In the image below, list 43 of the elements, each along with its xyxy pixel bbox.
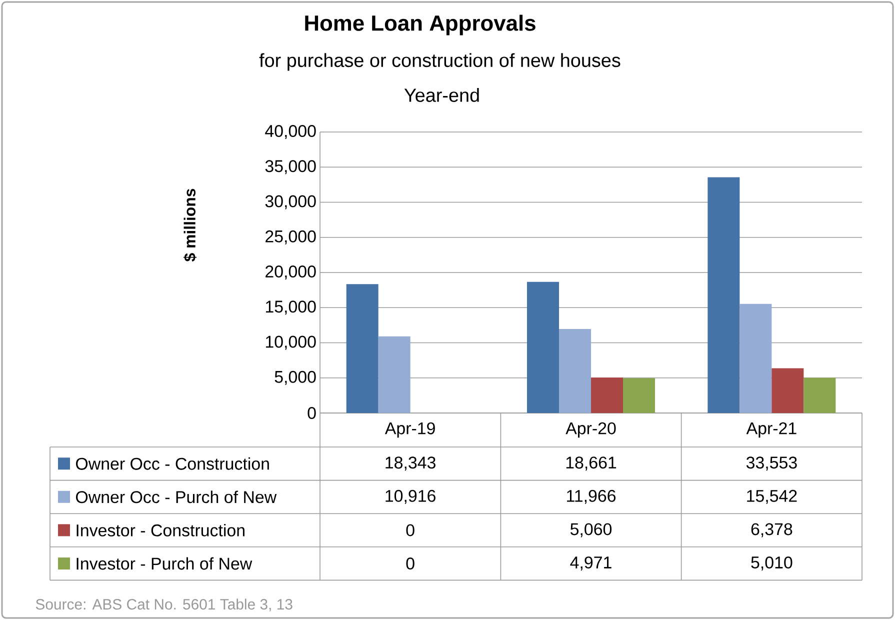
data-label: 0 xyxy=(406,524,414,536)
data-label: 0 xyxy=(406,557,414,570)
bar xyxy=(623,378,656,413)
y-axis-title: $ millions xyxy=(184,188,197,262)
y-tick-label: 30,000 xyxy=(265,195,316,210)
legend-label: Investor - Purch of New xyxy=(76,557,252,570)
y-tick-label: 35,000 xyxy=(265,160,316,174)
chart-subtitle: for purchase or construction of new houses xyxy=(259,53,620,71)
bar xyxy=(346,284,378,413)
bar xyxy=(378,336,410,413)
y-tick-label: 0 xyxy=(308,407,316,419)
data-label: 4,971 xyxy=(570,556,612,570)
data-label: 11,966 xyxy=(567,490,616,504)
bar xyxy=(591,377,624,413)
y-tick-label: 15,000 xyxy=(266,300,316,315)
bar xyxy=(708,177,740,413)
data-label: 5,010 xyxy=(751,556,792,570)
chart-title: Home Loan Approvals xyxy=(305,14,536,36)
bar xyxy=(804,378,836,413)
data-label: 33,553 xyxy=(746,456,797,471)
bar xyxy=(559,328,592,413)
y-tick-label: 25,000 xyxy=(266,230,316,244)
data-label: 5,060 xyxy=(570,523,612,538)
y-tick-label: 20,000 xyxy=(266,266,316,280)
legend-label: Owner Occ - Construction xyxy=(76,457,269,470)
y-tick-label: 5,000 xyxy=(274,370,316,385)
data-label: 15,542 xyxy=(747,490,797,504)
text: Year-end xyxy=(404,88,479,102)
y-tick-label: 40,000 xyxy=(265,125,316,140)
bar xyxy=(740,304,772,413)
y-tick-label: 10,000 xyxy=(266,336,316,350)
legend-label: Owner Occ - Purch of New xyxy=(76,490,277,504)
x-tick-label: Apr-21 xyxy=(746,422,796,438)
data-label: 10,916 xyxy=(386,490,436,504)
data-label: 18,661 xyxy=(566,456,616,471)
legend-label: Investor - Construction xyxy=(76,524,244,536)
source-note: Source: ABS Cat No. 5601 Table 3, 13 xyxy=(36,598,292,612)
x-tick-label: Apr-20 xyxy=(566,422,616,438)
data-label: 18,343 xyxy=(386,456,436,471)
x-tick-label: Apr-19 xyxy=(384,422,435,438)
bar xyxy=(527,282,560,413)
data-label: 6,378 xyxy=(751,523,792,538)
bar xyxy=(772,368,804,413)
